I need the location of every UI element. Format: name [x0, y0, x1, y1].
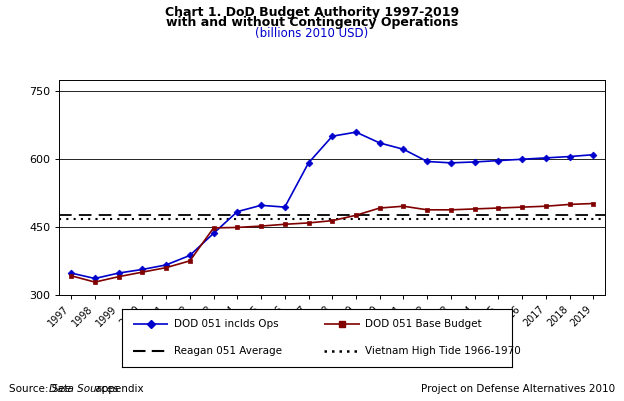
Text: DOD 051 Base Budget: DOD 051 Base Budget — [366, 320, 482, 330]
Text: appendix: appendix — [92, 384, 144, 394]
Text: Data Sources: Data Sources — [49, 384, 119, 394]
Text: Reagan 051 Average: Reagan 051 Average — [174, 346, 282, 356]
Text: DOD 051 inclds Ops: DOD 051 inclds Ops — [174, 320, 279, 330]
Text: (billions 2010 USD): (billions 2010 USD) — [255, 27, 369, 40]
Text: with and without Contingency Operations: with and without Contingency Operations — [166, 16, 458, 29]
Text: Chart 1. DoD Budget Authority 1997-2019: Chart 1. DoD Budget Authority 1997-2019 — [165, 6, 459, 19]
Text: Project on Defense Alternatives 2010: Project on Defense Alternatives 2010 — [421, 384, 615, 394]
Text: Vietnam High Tide 1966-1970: Vietnam High Tide 1966-1970 — [366, 346, 521, 356]
Text: Source: See: Source: See — [9, 384, 75, 394]
